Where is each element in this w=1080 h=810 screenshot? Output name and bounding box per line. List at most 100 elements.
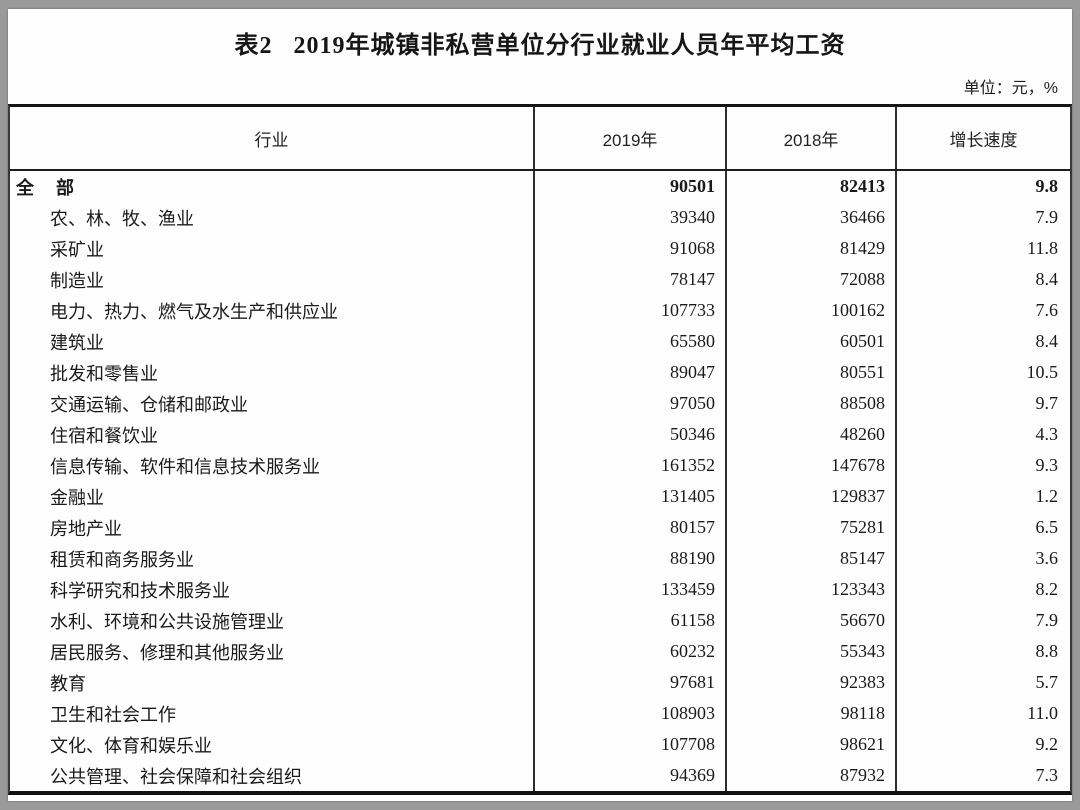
cell-growth-rate: 7.9	[1035, 207, 1059, 227]
table-row: 建筑业 65580 60501 8.4	[10, 326, 1070, 357]
table-row: 全 部 90501 82413 9.8	[10, 171, 1070, 202]
cell-2019-value: 65580	[535, 326, 727, 357]
table-row: 农、林、牧、渔业 39340 36466 7.9	[10, 202, 1070, 233]
cell-growth-rate: 9.8	[1035, 176, 1059, 196]
cell-2018-value: 80551	[727, 357, 897, 388]
cell-2019-value: 80157	[535, 512, 727, 543]
cell-growth-rate: 5.7	[1035, 672, 1059, 692]
cell-2018-value: 75281	[727, 512, 897, 543]
cell-2019-value: 39340	[535, 202, 727, 233]
cell-2018-value: 98621	[727, 729, 897, 760]
cell-2019-value: 97681	[535, 667, 727, 698]
cell-growth-rate: 8.4	[1035, 331, 1059, 351]
cell-industry: 文化、体育和娱乐业	[10, 729, 535, 760]
cell-2019-value: 108903	[535, 698, 727, 729]
cell-2019-value: 60232	[535, 636, 727, 667]
table-row: 教育 97681 92383 5.7	[10, 667, 1070, 698]
header-2019: 2019年	[535, 107, 727, 169]
cell-growth-rate: 7.6	[1035, 300, 1059, 320]
cell-industry: 信息传输、软件和信息技术服务业	[10, 450, 535, 481]
cell-industry: 农、林、牧、渔业	[10, 202, 535, 233]
cell-growth-rate: 9.2	[1035, 734, 1059, 754]
table-row: 采矿业 91068 81429 11.8	[10, 233, 1070, 264]
cell-industry: 租赁和商务服务业	[10, 543, 535, 574]
cell-growth-rate: 1.2	[1035, 486, 1059, 506]
cell-growth-rate: 11.8	[1027, 238, 1058, 258]
cell-2018-value: 60501	[727, 326, 897, 357]
cell-2018-value: 123343	[727, 574, 897, 605]
table-body: 全 部 90501 82413 9.8 农、林、牧、渔业 39340 36466…	[10, 171, 1070, 791]
table-row: 批发和零售业 89047 80551 10.5	[10, 357, 1070, 388]
cell-2018-value: 87932	[727, 760, 897, 791]
table-row: 卫生和社会工作 108903 98118 11.0	[10, 698, 1070, 729]
cell-2018-value: 36466	[727, 202, 897, 233]
cell-2018-value: 82413	[727, 171, 897, 202]
cell-2018-value: 100162	[727, 295, 897, 326]
cell-industry: 公共管理、社会保障和社会组织	[10, 760, 535, 791]
cell-industry: 建筑业	[10, 326, 535, 357]
table-row: 信息传输、软件和信息技术服务业 161352 147678 9.3	[10, 450, 1070, 481]
cell-2019-value: 133459	[535, 574, 727, 605]
cell-2019-value: 88190	[535, 543, 727, 574]
table-row: 制造业 78147 72088 8.4	[10, 264, 1070, 295]
cell-growth-rate: 9.3	[1035, 455, 1059, 475]
cell-2019-value: 97050	[535, 388, 727, 419]
cell-2018-value: 56670	[727, 605, 897, 636]
cell-2019-value: 90501	[535, 171, 727, 202]
cell-2018-value: 129837	[727, 481, 897, 512]
cell-industry: 全 部	[10, 171, 535, 202]
cell-2018-value: 147678	[727, 450, 897, 481]
cell-2018-value: 72088	[727, 264, 897, 295]
cell-2019-value: 78147	[535, 264, 727, 295]
cell-industry: 科学研究和技术服务业	[10, 574, 535, 605]
cell-growth-rate: 11.0	[1027, 703, 1058, 723]
cell-2018-value: 48260	[727, 419, 897, 450]
table-title: 表2 2019年城镇非私营单位分行业就业人员年平均工资	[234, 33, 846, 59]
cell-growth-rate: 8.8	[1035, 641, 1059, 661]
cell-growth-rate: 3.6	[1035, 548, 1059, 568]
cell-growth-rate: 7.9	[1035, 610, 1059, 630]
cell-growth-rate: 7.3	[1035, 765, 1059, 785]
cell-2019-value: 89047	[535, 357, 727, 388]
document-page: 表2 2019年城镇非私营单位分行业就业人员年平均工资 单位：元，% 行业 20…	[8, 9, 1072, 801]
table-row: 电力、热力、燃气及水生产和供应业 107733 100162 7.6	[10, 295, 1070, 326]
cell-industry: 交通运输、仓储和邮政业	[10, 388, 535, 419]
table-row: 金融业 131405 129837 1.2	[10, 481, 1070, 512]
table-row: 租赁和商务服务业 88190 85147 3.6	[10, 543, 1070, 574]
table-row: 文化、体育和娱乐业 107708 98621 9.2	[10, 729, 1070, 760]
cell-2018-value: 85147	[727, 543, 897, 574]
cell-2018-value: 55343	[727, 636, 897, 667]
table-row: 水利、环境和公共设施管理业 61158 56670 7.9	[10, 605, 1070, 636]
cell-industry: 制造业	[10, 264, 535, 295]
header-growth-rate: 增长速度	[949, 130, 1018, 150]
table-row: 居民服务、修理和其他服务业 60232 55343 8.8	[10, 636, 1070, 667]
cell-industry: 教育	[10, 667, 535, 698]
wage-table: 行业 2019年 2018年 增长速度 全 部 90501 82413 9.8 …	[8, 104, 1072, 795]
cell-2018-value: 81429	[727, 233, 897, 264]
cell-2019-value: 61158	[535, 605, 727, 636]
cell-2018-value: 98118	[727, 698, 897, 729]
cell-2019-value: 94369	[535, 760, 727, 791]
table-row: 房地产业 80157 75281 6.5	[10, 512, 1070, 543]
unit-note: 单位：元，%	[963, 80, 1058, 97]
cell-growth-rate: 6.5	[1035, 517, 1059, 537]
table-header-row: 行业 2019年 2018年 增长速度	[10, 107, 1070, 171]
cell-industry: 金融业	[10, 481, 535, 512]
cell-growth-rate: 10.5	[1026, 362, 1059, 382]
cell-growth-rate: 8.4	[1035, 269, 1059, 289]
cell-2018-value: 88508	[727, 388, 897, 419]
cell-growth-rate: 9.7	[1035, 393, 1059, 413]
cell-industry: 批发和零售业	[10, 357, 535, 388]
cell-2019-value: 161352	[535, 450, 727, 481]
cell-industry: 住宿和餐饮业	[10, 419, 535, 450]
cell-growth-rate: 4.3	[1035, 424, 1059, 444]
cell-growth-rate: 8.2	[1035, 579, 1059, 599]
table-row: 公共管理、社会保障和社会组织 94369 87932 7.3	[10, 760, 1070, 791]
cell-2019-value: 107708	[535, 729, 727, 760]
cell-industry: 采矿业	[10, 233, 535, 264]
table-row: 交通运输、仓储和邮政业 97050 88508 9.7	[10, 388, 1070, 419]
cell-industry: 居民服务、修理和其他服务业	[10, 636, 535, 667]
cell-2019-value: 131405	[535, 481, 727, 512]
cell-industry: 电力、热力、燃气及水生产和供应业	[10, 295, 535, 326]
cell-industry: 水利、环境和公共设施管理业	[10, 605, 535, 636]
